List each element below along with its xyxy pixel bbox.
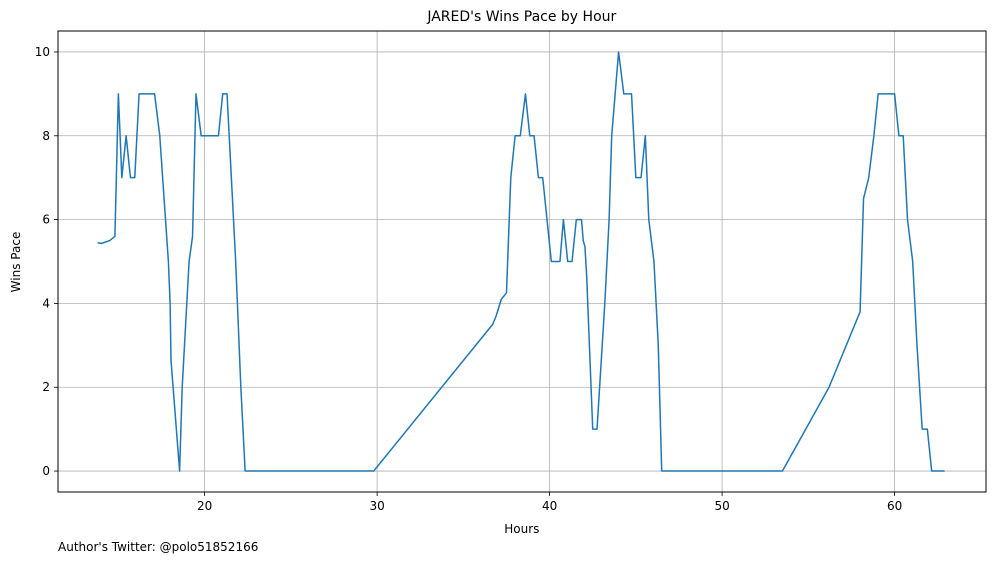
grid-lines [58, 31, 986, 492]
chart-title: JARED's Wins Pace by Hour [426, 9, 616, 25]
x-tick-label: 40 [542, 499, 557, 513]
series-line [97, 51, 945, 472]
x-axis-label: Hours [504, 522, 539, 536]
x-tick-label: 50 [714, 499, 729, 513]
y-tick-label: 6 [42, 213, 50, 227]
y-tick-label: 4 [42, 296, 50, 310]
author-footnote: Author's Twitter: @polo51852166 [58, 540, 258, 554]
x-axis-ticks: 20 30 40 50 60 [197, 492, 902, 513]
series-layer [97, 51, 945, 472]
x-tick-label: 60 [887, 499, 902, 513]
y-axis-label: Wins Pace [9, 232, 23, 293]
x-tick-label: 30 [369, 499, 384, 513]
plot-frame [57, 30, 987, 493]
y-tick-label: 8 [42, 129, 50, 143]
y-axis-ticks: 0 2 4 6 8 10 [35, 45, 58, 478]
y-tick-label: 2 [42, 380, 50, 394]
y-tick-label: 10 [35, 45, 50, 59]
y-tick-label: 0 [42, 464, 50, 478]
x-tick-label: 20 [197, 499, 212, 513]
